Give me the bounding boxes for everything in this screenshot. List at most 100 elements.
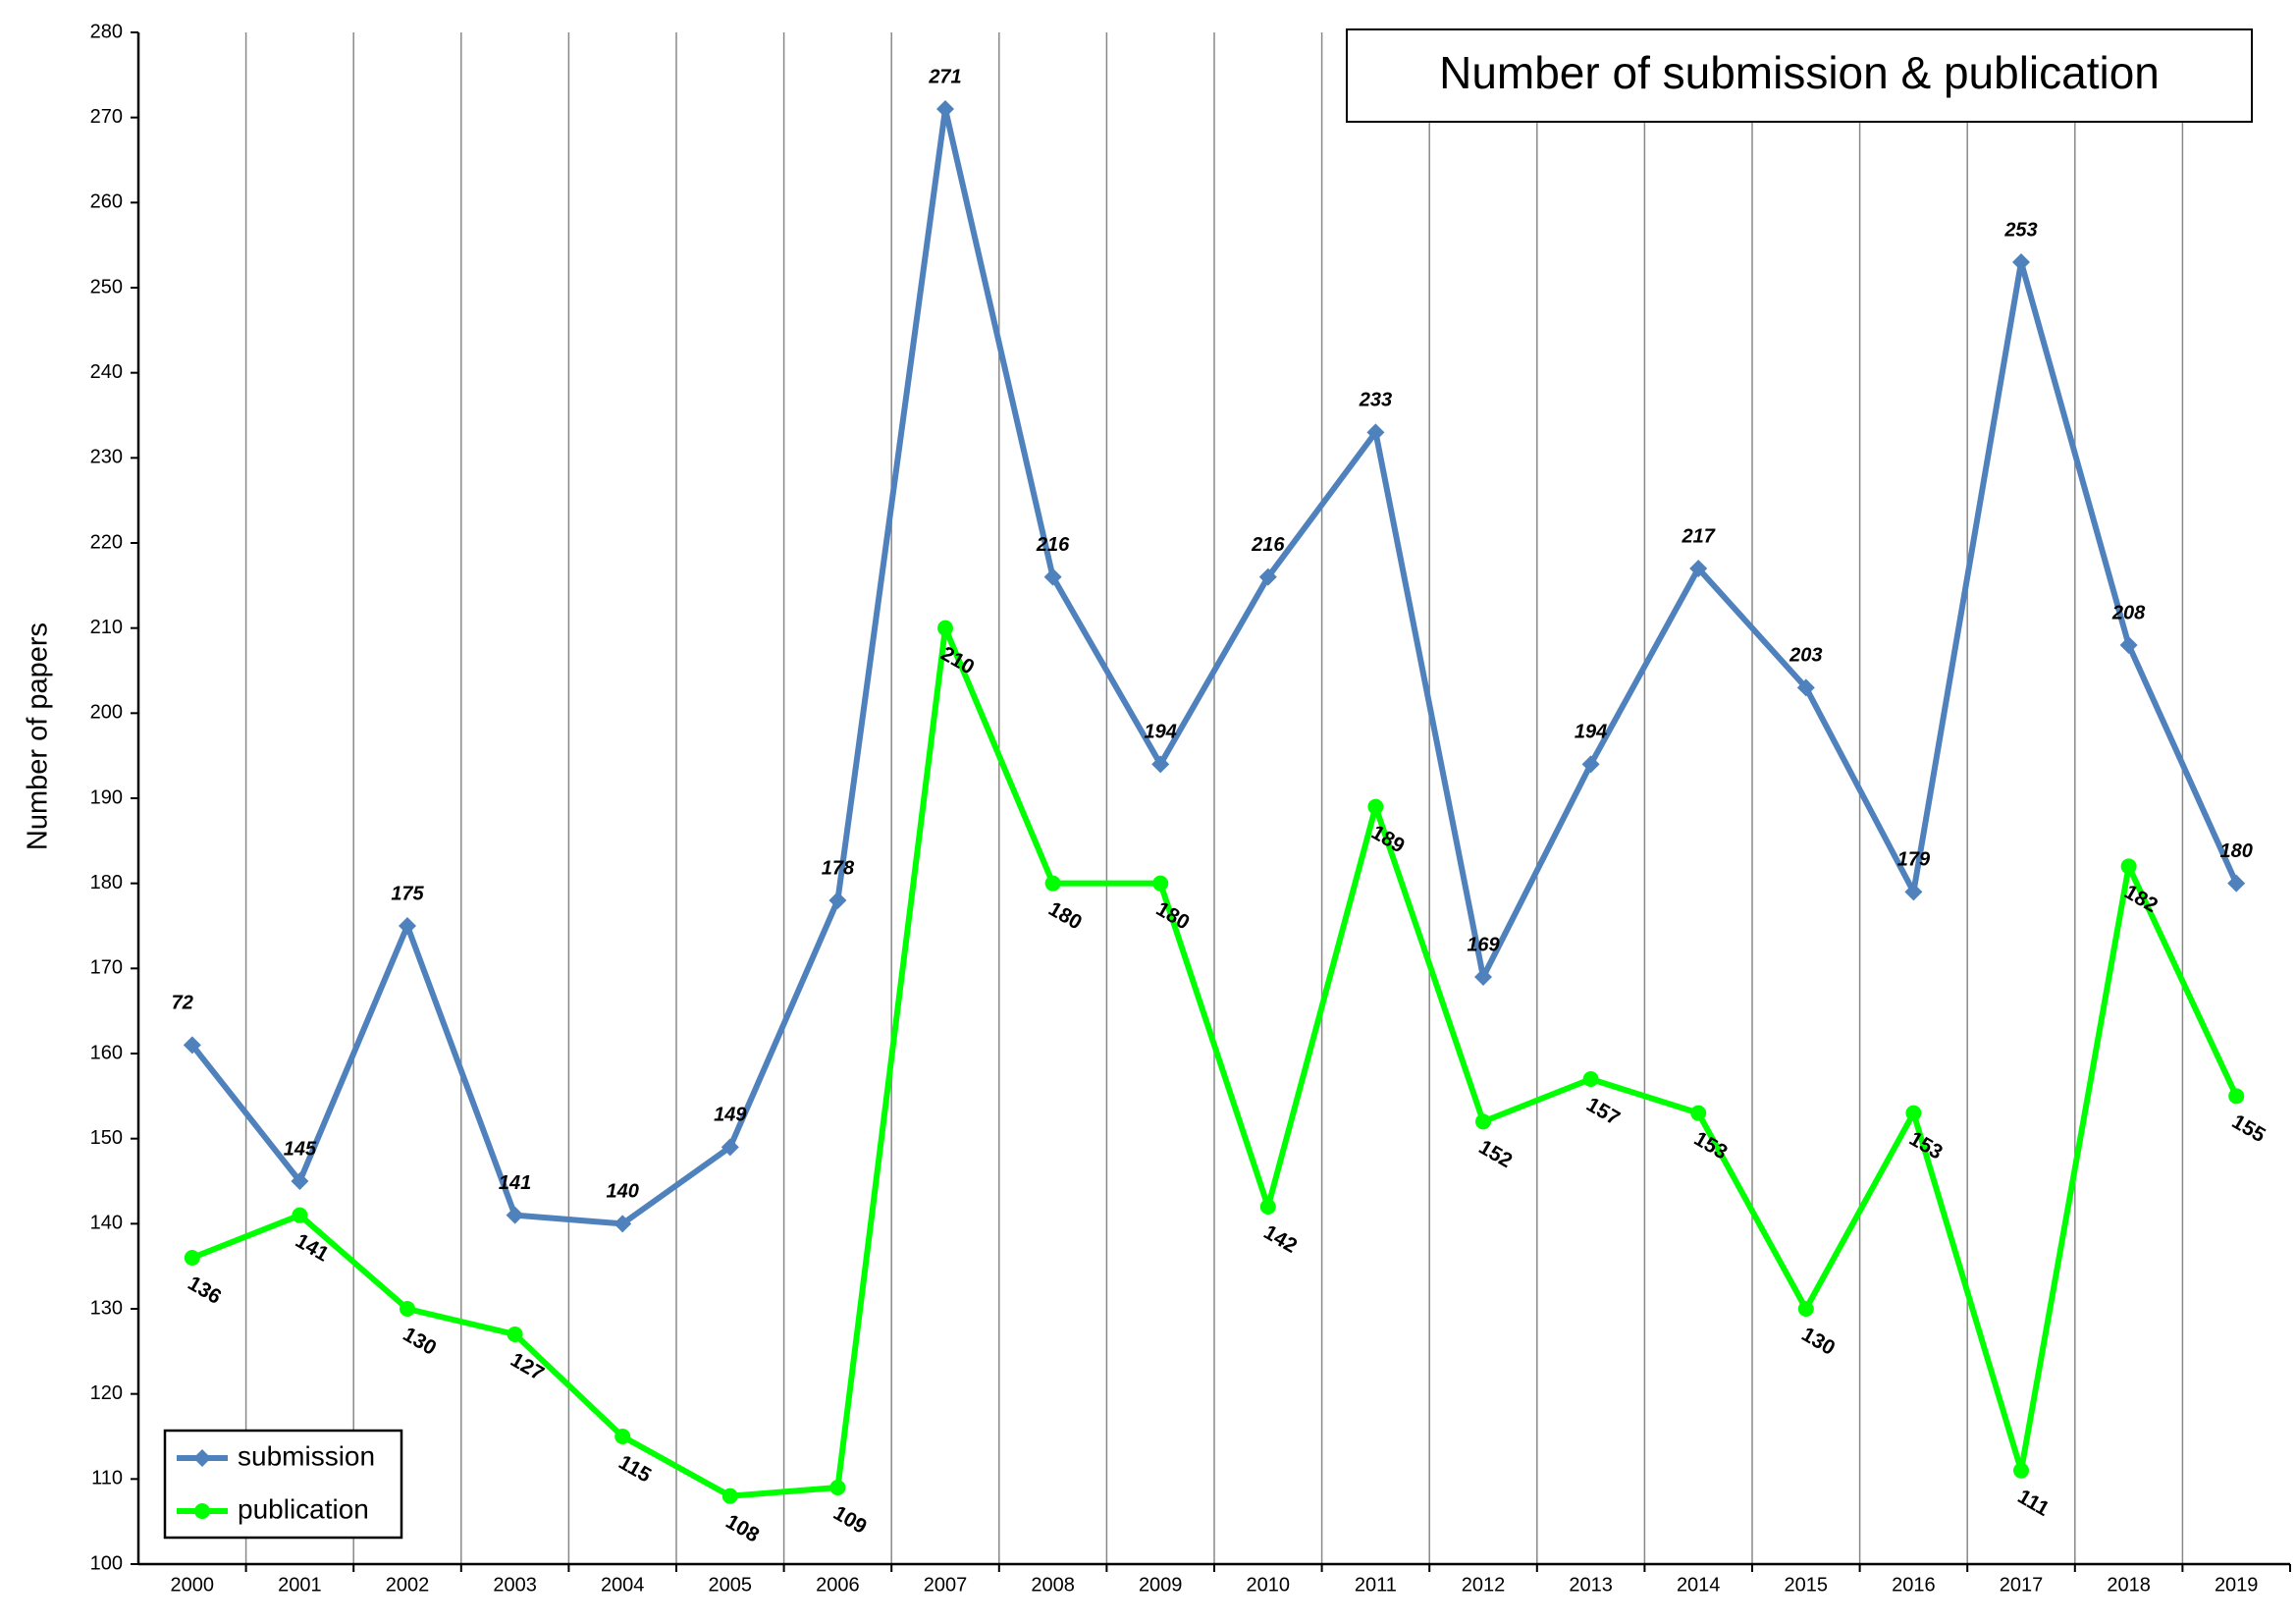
marker: [2228, 1088, 2245, 1105]
y-tick-label: 250: [90, 276, 123, 298]
x-tick-label: 2014: [1677, 1574, 1721, 1596]
data-label: 216: [1251, 534, 1285, 556]
marker: [292, 1207, 308, 1223]
marker: [1366, 423, 1385, 442]
x-tick-label: 2012: [1462, 1574, 1506, 1596]
data-label: 203: [1789, 645, 1822, 667]
legend-label: submission: [238, 1440, 375, 1471]
marker: [1797, 1301, 1814, 1317]
marker: [291, 1172, 309, 1190]
y-tick-label: 170: [90, 957, 123, 979]
data-label: 179: [1897, 849, 1931, 871]
data-label: 180: [2220, 840, 2253, 862]
y-tick-label: 280: [90, 21, 123, 42]
marker: [1259, 1199, 1276, 1215]
marker: [614, 1429, 631, 1444]
y-tick-label: 210: [90, 617, 123, 638]
legend-label: publication: [238, 1493, 369, 1524]
marker: [1152, 875, 1169, 892]
marker: [721, 1488, 738, 1504]
marker: [1689, 560, 1708, 577]
y-tick-label: 110: [91, 1468, 123, 1489]
marker: [936, 100, 954, 118]
marker: [1690, 1105, 1707, 1121]
data-label: 175: [391, 883, 424, 904]
x-tick-label: 2011: [1355, 1574, 1397, 1596]
data-label: 233: [1359, 390, 1392, 411]
x-tick-label: 2008: [1031, 1574, 1075, 1596]
x-tick-label: 2003: [493, 1574, 537, 1596]
x-tick-label: 2018: [2107, 1574, 2151, 1596]
marker: [399, 917, 416, 935]
marker: [2013, 1462, 2029, 1479]
marker: [400, 1301, 415, 1317]
data-label: 141: [499, 1172, 531, 1194]
marker: [1905, 1105, 1922, 1121]
y-tick-label: 240: [90, 361, 123, 383]
marker: [2012, 253, 2030, 271]
y-tick-label: 130: [90, 1297, 123, 1319]
marker: [1258, 568, 1277, 586]
data-label: 149: [714, 1105, 747, 1126]
series-line: [189, 106, 2239, 1227]
y-tick-label: 180: [90, 872, 123, 893]
y-tick-label: 100: [90, 1552, 123, 1574]
x-tick-label: 2015: [1785, 1574, 1829, 1596]
marker: [1044, 875, 1061, 892]
title-box: [1346, 28, 2253, 123]
marker: [2120, 858, 2137, 875]
marker: [183, 1036, 201, 1055]
y-tick-label: 260: [90, 191, 123, 213]
series-submission: 145 175 141 140 149 178 271 216 194 216 233 169 194 2…: [183, 66, 2253, 1233]
y-tick-label: 160: [90, 1042, 123, 1063]
data-label: 178: [822, 857, 855, 879]
data-label: 140: [607, 1181, 639, 1203]
x-tick-label: 2019: [2215, 1574, 2259, 1596]
marker: [1367, 798, 1384, 815]
marker: [1582, 1071, 1599, 1087]
y-tick-label: 150: [90, 1127, 123, 1149]
x-tick-label: 2007: [924, 1574, 968, 1596]
y-tick-label: 120: [90, 1382, 123, 1404]
legend: submission publication: [163, 1429, 403, 1540]
x-tick-label: 2013: [1569, 1574, 1613, 1596]
x-tick-label: 2017: [2000, 1574, 2044, 1596]
data-label: 253: [2003, 219, 2037, 241]
marker: [2227, 874, 2246, 893]
marker: [721, 1138, 739, 1157]
y-tick-label: 270: [90, 106, 123, 128]
marker: [828, 892, 847, 909]
marker: [1043, 568, 1062, 586]
data-label: 271: [928, 66, 961, 87]
x-tick-label: 2000: [171, 1574, 215, 1596]
x-tick-label: 2010: [1247, 1574, 1291, 1596]
data-label: 194: [1145, 722, 1177, 743]
data-label: 169: [1467, 934, 1500, 955]
chart-title: Number of submission & publication: [1439, 47, 2160, 98]
x-tick-label: 2004: [601, 1574, 645, 1596]
y-tick-label: 190: [90, 786, 123, 808]
y-axis-label: Number of papers: [23, 623, 54, 850]
series-line: [190, 624, 2239, 1499]
y-tick-label: 140: [90, 1213, 123, 1234]
x-tick-label: 2009: [1139, 1574, 1183, 1596]
legend-box: [163, 1429, 403, 1540]
x-tick-label: 2005: [709, 1574, 753, 1596]
data-label: 217: [1682, 525, 1716, 547]
marker: [506, 1206, 524, 1224]
marker: [2119, 636, 2138, 654]
marker: [1904, 883, 1923, 901]
marker: [1474, 968, 1492, 986]
data-label: 194: [1575, 722, 1607, 743]
marker: [614, 1215, 632, 1233]
marker: [1796, 678, 1815, 697]
marker: [194, 1503, 210, 1519]
data-label: 208: [2111, 602, 2146, 623]
data-label: 145: [284, 1138, 317, 1160]
y-tick-label: 200: [90, 702, 123, 724]
marker: [829, 1480, 846, 1495]
x-tick-label: 2001: [278, 1574, 322, 1596]
x-tick-label: 2016: [1892, 1574, 1936, 1596]
